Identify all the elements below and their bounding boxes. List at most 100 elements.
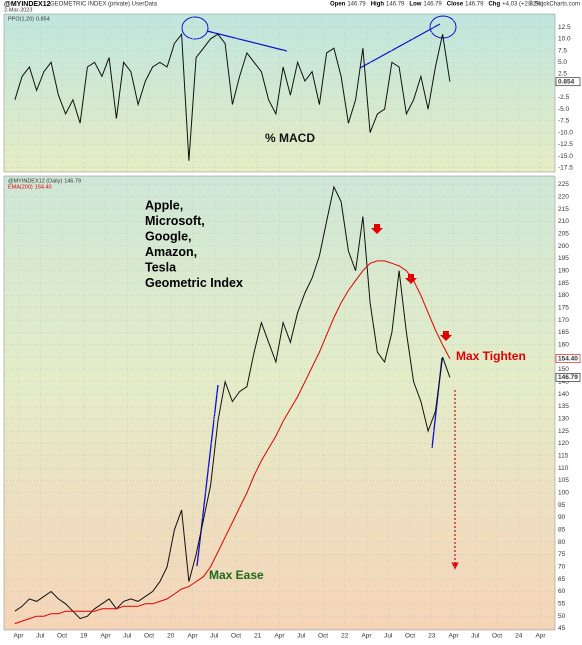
y-tick-label: 135 xyxy=(558,403,569,410)
y-tick-label: -7.5 xyxy=(558,118,570,125)
value-marker xyxy=(555,77,581,87)
x-tick-label: Apr xyxy=(274,633,285,640)
quote-label: Chg xyxy=(488,2,500,8)
x-tick-label: 22 xyxy=(341,633,349,640)
y-tick-label: 65 xyxy=(558,576,566,583)
y-tick-label: 85 xyxy=(558,527,566,534)
y-tick-label: 175 xyxy=(558,304,569,311)
y-tick-label: 130 xyxy=(558,416,569,423)
quote-value: +4.03 (+2.82%) xyxy=(502,2,543,8)
annotation: % MACD xyxy=(265,131,315,145)
annotation: Max Tighten xyxy=(456,349,526,363)
y-tick-label: 215 xyxy=(558,206,569,213)
y-tick-label: 185 xyxy=(558,280,569,287)
red-arrow xyxy=(440,331,452,341)
x-tick-label: Jul xyxy=(384,633,393,640)
y-tick-label: 5.0 xyxy=(558,59,567,66)
date: 2-Mar-2023 xyxy=(4,7,32,13)
legend-name: EMA(200) xyxy=(8,184,33,190)
annotation: Geometric Index xyxy=(145,276,243,290)
x-tick-label: Apr xyxy=(100,633,111,640)
y-tick-label: 150 xyxy=(558,366,569,373)
y-tick-label: 50 xyxy=(558,613,566,620)
y-tick-label: 120 xyxy=(558,440,569,447)
y-tick-label: 165 xyxy=(558,329,569,336)
y-tick-label: -15.0 xyxy=(558,153,573,160)
value-marker-label: 154.40 xyxy=(558,355,578,362)
annotation: Tesla xyxy=(145,260,177,274)
x-tick-label: Jul xyxy=(471,633,480,640)
symbol: @MYINDEX12 xyxy=(4,1,51,8)
y-tick-label: 95 xyxy=(558,502,566,509)
y-tick-label: 60 xyxy=(558,588,566,595)
x-tick-label: Apr xyxy=(187,633,198,640)
divergence-line xyxy=(206,30,288,52)
y-tick-label: 90 xyxy=(558,514,566,521)
annotation: Max Ease xyxy=(209,568,264,582)
y-tick-label: 140 xyxy=(558,391,569,398)
y-tick-label: 220 xyxy=(558,193,569,200)
x-tick-label: Apr xyxy=(448,633,459,640)
y-tick-label: 55 xyxy=(558,601,566,608)
x-tick-label: Jul xyxy=(210,633,219,640)
x-tick-label: Apr xyxy=(535,633,546,640)
legend-value: 146.79 xyxy=(64,178,81,184)
x-tick-label: 21 xyxy=(254,633,262,640)
x-tick-label: 23 xyxy=(428,633,436,640)
y-tick-label: 80 xyxy=(558,539,566,546)
x-tick-label: Oct xyxy=(57,633,67,640)
y-tick-label: 195 xyxy=(558,255,569,262)
legend-value: 0.854 xyxy=(36,16,50,22)
legend-name: PPO(1,20) xyxy=(8,16,34,22)
y-tick-label: 100 xyxy=(558,490,569,497)
y-tick-label: 160 xyxy=(558,341,569,348)
annotation: Microsoft, xyxy=(145,214,205,228)
y-tick-label: -17.5 xyxy=(558,164,573,171)
y-tick-label: 180 xyxy=(558,292,569,299)
quote-label: Close xyxy=(447,2,464,8)
series-line xyxy=(14,185,451,620)
y-tick-label: 12.5 xyxy=(558,24,571,31)
series-line xyxy=(14,32,451,161)
circle xyxy=(181,16,209,40)
x-tick-label: Apr xyxy=(13,633,24,640)
x-tick-label: Oct xyxy=(492,633,502,640)
y-tick-label: -2.5 xyxy=(558,94,570,101)
x-tick-label: Jul xyxy=(297,633,306,640)
y-tick-label: 2.5 xyxy=(558,71,567,78)
x-tick-label: Jul xyxy=(123,633,132,640)
value-marker-label: 0.854 xyxy=(558,78,575,85)
x-tick-label: 24 xyxy=(515,633,523,640)
y-tick-label: -10.0 xyxy=(558,129,573,136)
y-tick-label: 205 xyxy=(558,230,569,237)
quote-value: 146.79 xyxy=(465,2,484,8)
y-tick-label: 200 xyxy=(558,243,569,250)
quote-label: Low xyxy=(409,2,421,8)
y-tick-label: 125 xyxy=(558,428,569,435)
y-tick-label: 45 xyxy=(558,625,566,632)
quote-value: 146.79 xyxy=(347,2,366,8)
copyright: © StockCharts.com xyxy=(528,1,580,8)
y-tick-label: 110 xyxy=(558,465,569,472)
y-tick-label: 105 xyxy=(558,477,569,484)
y-tick-label: 190 xyxy=(558,267,569,274)
description: GEOMETRIC INDEX (private) UserData xyxy=(50,2,158,8)
x-tick-label: Oct xyxy=(144,633,154,640)
quote-value: 146.79 xyxy=(386,2,405,8)
series-line xyxy=(14,260,451,625)
x-tick-label: Oct xyxy=(318,633,328,640)
y-tick-label: 75 xyxy=(558,551,566,558)
x-tick-label: Apr xyxy=(361,633,372,640)
quote-label: High xyxy=(371,2,385,8)
y-tick-label: 115 xyxy=(558,453,569,460)
red-arrow xyxy=(371,224,383,234)
y-tick-label: 10.0 xyxy=(558,36,571,43)
x-tick-label: 19 xyxy=(80,633,88,640)
legend-value: 154.40 xyxy=(35,184,52,190)
value-marker-label: 146.79 xyxy=(558,374,578,381)
y-tick-label: -12.5 xyxy=(558,141,573,148)
x-tick-label: Jul xyxy=(36,633,45,640)
quote-label: Open xyxy=(330,2,346,8)
y-tick-label: 210 xyxy=(558,218,569,225)
